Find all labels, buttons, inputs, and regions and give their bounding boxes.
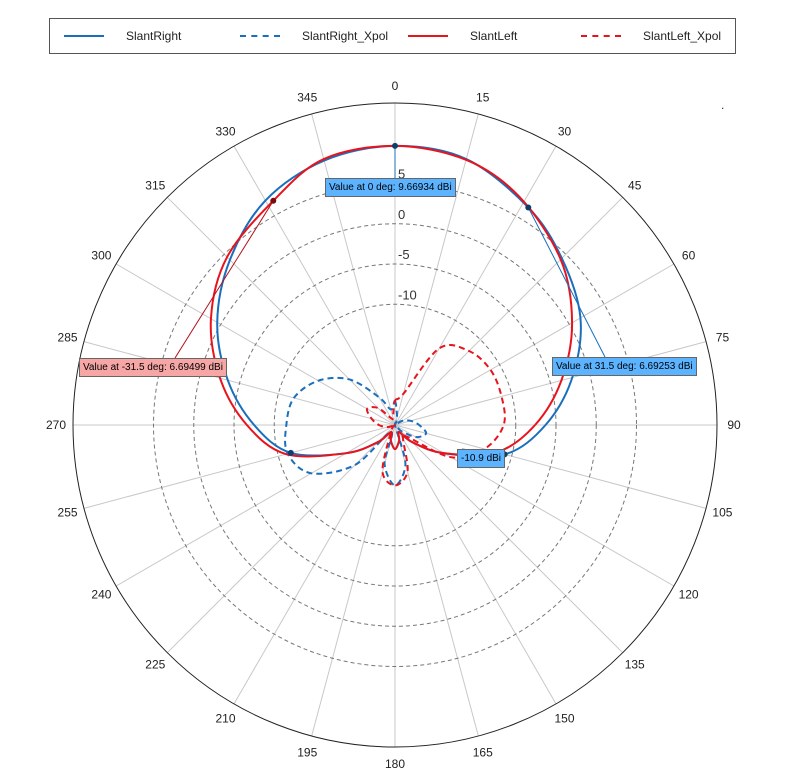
- angular-tick-label: 240: [91, 588, 111, 602]
- angular-tick-label: 210: [215, 712, 235, 726]
- legend-swatch-slantleft-xpol: [581, 35, 621, 37]
- angular-tick-label: 225: [145, 658, 165, 672]
- angular-tick-label: 60: [682, 249, 696, 263]
- angular-tick-label: 195: [297, 745, 317, 759]
- annotation-leader: [527, 207, 606, 358]
- legend-label-slantright-xpol: SlantRight_Xpol: [302, 29, 389, 43]
- legend-item-slantright-xpol: SlantRight_Xpol: [240, 19, 388, 53]
- data-marker: [525, 204, 532, 211]
- annotation-leader: [174, 200, 274, 359]
- radial-tick-label: 0: [398, 207, 405, 222]
- series-line-slantright-xpol: [284, 376, 428, 487]
- angular-tick-label: 255: [58, 506, 78, 520]
- angular-tick-label: 105: [712, 506, 732, 520]
- angular-tick-label: 30: [558, 124, 572, 138]
- radial-tick-label: 5: [398, 167, 405, 182]
- data-marker: [270, 197, 277, 204]
- annotation-value-31-5-deg: Value at 31.5 deg: 6.69253 dBi: [552, 357, 697, 376]
- stray-mark: .: [721, 98, 725, 112]
- angular-tick-label: 165: [473, 745, 493, 759]
- legend: SlantRight SlantRight_Xpol SlantLeft Sla…: [49, 18, 736, 54]
- series-line-slantleft-xpol: [365, 344, 506, 487]
- angular-tick-label: 285: [58, 330, 78, 344]
- angular-tick-label: 75: [716, 330, 730, 344]
- angular-tick-label: 0: [392, 79, 399, 93]
- legend-label-slantleft-xpol: SlantLeft_Xpol: [643, 29, 722, 43]
- legend-swatch-slantright: [64, 35, 104, 37]
- radial-gridline: [273, 303, 517, 547]
- angular-tick-label: 270: [46, 418, 66, 432]
- angular-tick-label: 315: [145, 178, 165, 192]
- angular-tick-label: 120: [679, 588, 699, 602]
- series-line-slantleft: [209, 144, 574, 458]
- angular-tick-label: 345: [297, 91, 317, 105]
- data-marker: [287, 449, 294, 456]
- angular-tick-label: 180: [385, 757, 405, 771]
- data-marker: [392, 142, 398, 149]
- angular-tick-label: 135: [625, 658, 645, 672]
- legend-swatch-slantleft: [408, 35, 448, 37]
- annotation-value-105-deg: -10.9 dBi: [457, 449, 506, 468]
- legend-label-slantright: SlantRight: [126, 29, 182, 43]
- legend-item-slantleft: SlantLeft: [408, 19, 517, 53]
- legend-label-slantleft: SlantLeft: [470, 29, 518, 43]
- plot-boundary: [72, 102, 718, 748]
- legend-item-slantright: SlantRight: [64, 19, 181, 53]
- angular-tick-label: 150: [554, 712, 574, 726]
- legend-swatch-slantright-xpol: [240, 35, 280, 37]
- angular-tick-label: 330: [215, 124, 235, 138]
- radial-tick-label: -10: [398, 287, 417, 302]
- angular-tick-label: 45: [628, 178, 642, 192]
- angular-tick-label: 15: [476, 91, 490, 105]
- annotation-value-0-deg: Value at 0 deg: 9.66934 dBi: [325, 178, 456, 197]
- radial-gridline: [193, 223, 597, 627]
- legend-item-slantleft-xpol: SlantLeft_Xpol: [581, 19, 721, 53]
- annotation-value-minus-31-5-deg: Value at -31.5 deg: 6.69499 dBi: [79, 358, 227, 377]
- radial-gridline: [233, 263, 557, 587]
- angular-tick-label: 300: [91, 249, 111, 263]
- angular-tick-label: 90: [727, 418, 741, 432]
- radial-tick-label: -5: [398, 247, 410, 262]
